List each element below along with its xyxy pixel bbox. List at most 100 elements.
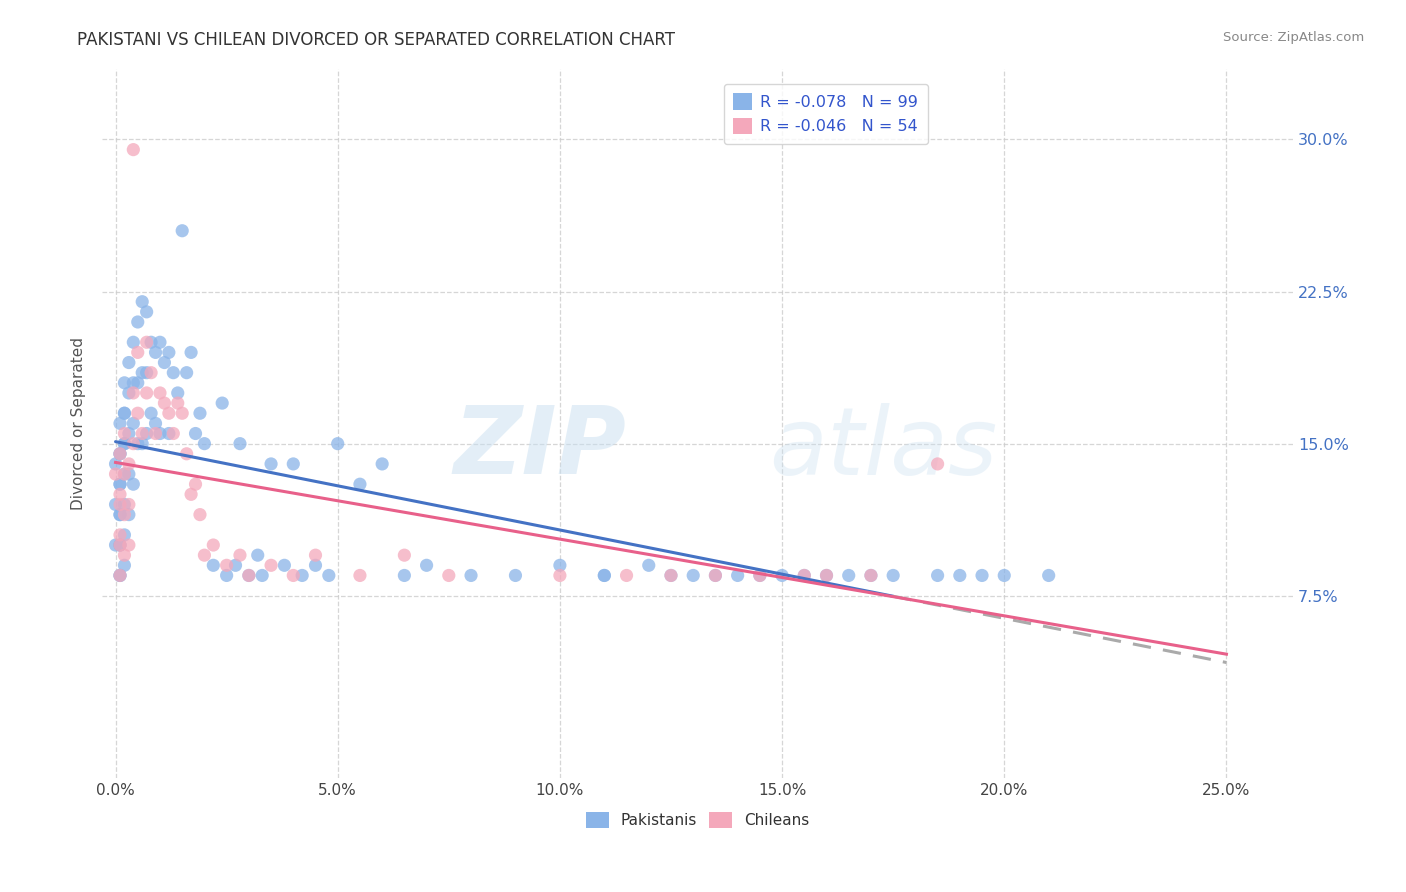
Pakistanis	[122, 477, 145, 491]
Chileans	[157, 406, 180, 420]
Pakistanis	[162, 366, 184, 380]
Text: PAKISTANI VS CHILEAN DIVORCED OR SEPARATED CORRELATION CHART: PAKISTANI VS CHILEAN DIVORCED OR SEPARAT…	[77, 31, 675, 49]
Pakistanis	[108, 568, 131, 582]
Pakistanis	[112, 498, 135, 512]
Pakistanis	[304, 558, 326, 573]
Pakistanis	[118, 508, 141, 522]
Pakistanis	[108, 447, 131, 461]
Pakistanis	[260, 457, 283, 471]
Chileans	[127, 345, 149, 359]
Pakistanis	[135, 426, 157, 441]
Chileans	[184, 477, 207, 491]
Chileans	[238, 568, 260, 582]
Chileans	[135, 335, 157, 350]
Chileans	[188, 508, 211, 522]
Chileans	[927, 457, 949, 471]
Chileans	[104, 467, 127, 481]
Pakistanis	[118, 426, 141, 441]
Pakistanis	[104, 457, 127, 471]
Pakistanis	[927, 568, 949, 582]
Chileans	[118, 457, 141, 471]
Pakistanis	[815, 568, 838, 582]
Pakistanis	[118, 467, 141, 481]
Chileans	[108, 528, 131, 542]
Pakistanis	[238, 568, 260, 582]
Chileans	[180, 487, 202, 501]
Pakistanis	[838, 568, 860, 582]
Pakistanis	[108, 538, 131, 552]
Chileans	[135, 386, 157, 401]
Chileans	[304, 548, 326, 562]
Chileans	[283, 568, 305, 582]
Pakistanis	[793, 568, 815, 582]
Pakistanis	[122, 376, 145, 390]
Pakistanis	[727, 568, 749, 582]
Pakistanis	[131, 436, 153, 450]
Chileans	[616, 568, 638, 582]
Pakistanis	[135, 366, 157, 380]
Pakistanis	[659, 568, 682, 582]
Chileans	[108, 487, 131, 501]
Chileans	[108, 498, 131, 512]
Pakistanis	[291, 568, 314, 582]
Pakistanis	[108, 477, 131, 491]
Chileans	[145, 426, 167, 441]
Pakistanis	[176, 366, 198, 380]
Pakistanis	[970, 568, 993, 582]
Pakistanis	[108, 477, 131, 491]
Pakistanis	[112, 406, 135, 420]
Pakistanis	[145, 345, 167, 359]
Pakistanis	[371, 457, 394, 471]
Chileans	[149, 386, 172, 401]
Pakistanis	[859, 568, 882, 582]
Pakistanis	[131, 294, 153, 309]
Chileans	[215, 558, 238, 573]
Pakistanis	[415, 558, 437, 573]
Pakistanis	[548, 558, 571, 573]
Pakistanis	[505, 568, 527, 582]
Chileans	[704, 568, 727, 582]
Chileans	[118, 538, 141, 552]
Chileans	[659, 568, 682, 582]
Chileans	[131, 426, 153, 441]
Legend: Pakistanis, Chileans: Pakistanis, Chileans	[579, 806, 815, 834]
Pakistanis	[193, 436, 215, 450]
Pakistanis	[104, 538, 127, 552]
Chileans	[202, 538, 225, 552]
Chileans	[229, 548, 252, 562]
Pakistanis	[157, 345, 180, 359]
Chileans	[122, 386, 145, 401]
Pakistanis	[139, 335, 162, 350]
Pakistanis	[127, 436, 149, 450]
Pakistanis	[593, 568, 616, 582]
Pakistanis	[202, 558, 225, 573]
Pakistanis	[993, 568, 1015, 582]
Pakistanis	[188, 406, 211, 420]
Text: ZIP: ZIP	[453, 402, 626, 494]
Chileans	[153, 396, 176, 410]
Pakistanis	[157, 426, 180, 441]
Chileans	[437, 568, 460, 582]
Pakistanis	[108, 417, 131, 431]
Chileans	[815, 568, 838, 582]
Pakistanis	[112, 528, 135, 542]
Chileans	[859, 568, 882, 582]
Pakistanis	[273, 558, 295, 573]
Pakistanis	[112, 558, 135, 573]
Chileans	[112, 548, 135, 562]
Pakistanis	[127, 376, 149, 390]
Chileans	[166, 396, 188, 410]
Pakistanis	[139, 406, 162, 420]
Pakistanis	[770, 568, 793, 582]
Y-axis label: Divorced or Separated: Divorced or Separated	[72, 337, 86, 510]
Pakistanis	[135, 305, 157, 319]
Chileans	[260, 558, 283, 573]
Chileans	[122, 436, 145, 450]
Pakistanis	[326, 436, 349, 450]
Pakistanis	[250, 568, 273, 582]
Pakistanis	[112, 436, 135, 450]
Chileans	[793, 568, 815, 582]
Pakistanis	[118, 355, 141, 369]
Pakistanis	[108, 508, 131, 522]
Pakistanis	[637, 558, 659, 573]
